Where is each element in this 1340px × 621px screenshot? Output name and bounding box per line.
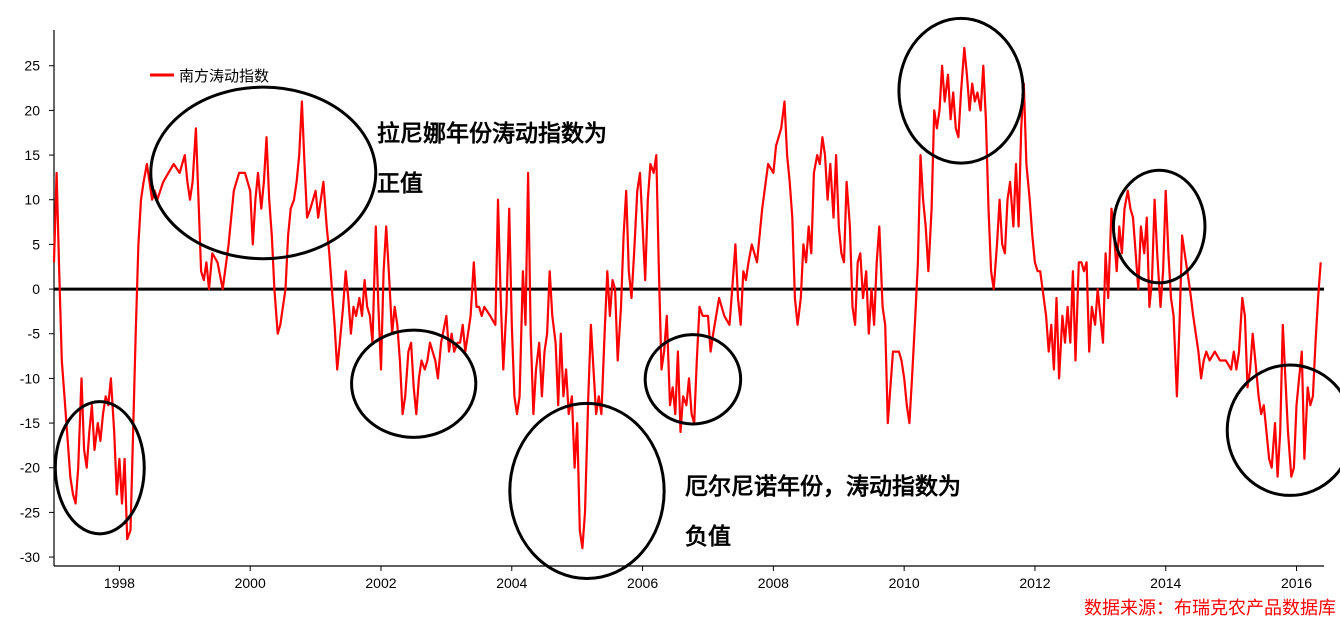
x-ticks: 1998 2000 2002 2004 2006 2008 2010 2012 2014 2016 [104,566,1312,591]
y-tick-label: -30 [20,549,40,565]
x-tick-label: 2012 [1019,575,1050,591]
y-tick-label: 0 [32,281,40,297]
x-tick-label: 2002 [365,575,396,591]
y-tick-label: 25 [24,58,40,74]
y-tick-label: 10 [24,192,40,208]
annotation-el-nino: 厄尔尼诺年份，涛动指数为 负值 [685,473,961,550]
annotation-el-nino-line-2: 负值 [685,523,731,550]
y-tick-label: -20 [20,460,40,476]
x-tick-label: 2014 [1150,575,1181,591]
highlight-circle [643,333,743,426]
y-tick-label: -15 [20,415,40,431]
highlight-circle [149,85,378,261]
x-tick-label: 2008 [758,575,789,591]
annotation-la-nina: 拉尼娜年份涛动指数为 正值 [377,120,607,197]
highlight-circle [508,401,666,581]
x-tick-label: 2016 [1281,575,1312,591]
y-tick-label: -5 [28,326,41,342]
x-tick-label: 2004 [496,575,527,591]
annotation-la-nina-line-2: 正值 [377,170,423,197]
highlight-circle [897,16,1025,165]
x-tick-label: 2006 [627,575,658,591]
highlight-circles [53,16,1340,581]
highlight-circle [350,328,478,439]
x-tick-label: 2010 [889,575,920,591]
y-tick-label: -25 [20,504,40,520]
source-note: 数据来源：布瑞克农产品数据库 [1084,598,1336,619]
legend-label-nanfang: 南方涛动指数 [179,67,269,85]
y-tick-label: -10 [20,370,40,386]
x-tick-label: 1998 [104,575,135,591]
annotation-la-nina-line-1: 拉尼娜年份涛动指数为 [377,120,607,147]
annotation-el-nino-line-1: 厄尔尼诺年份，涛动指数为 [685,473,961,500]
y-tick-label: 5 [32,236,40,252]
y-tick-label: 15 [24,147,40,163]
highlight-circle [53,400,146,536]
highlight-circle [1111,168,1207,285]
axes: 25 20 15 10 5 0 -5 -10 -15 -20 -25 -30 1998 2000 2002… [20,30,1324,591]
y-tick-label: 20 [24,102,40,118]
legend: 南方涛动指数 [150,67,269,85]
x-tick-label: 2000 [235,575,266,591]
highlight-circle [1225,363,1340,497]
y-ticks: 25 20 15 10 5 0 -5 -10 -15 -20 -25 -30 [20,58,54,565]
